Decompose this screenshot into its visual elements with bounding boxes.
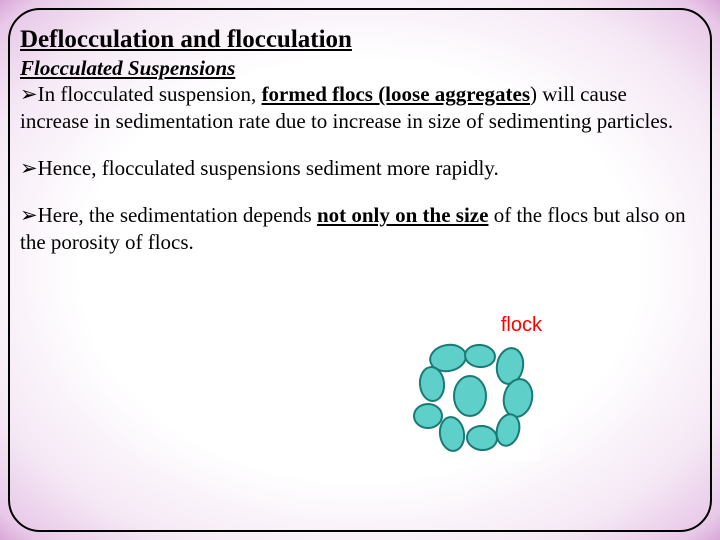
bullet-1-pre: In flocculated suspension, [38,82,262,106]
flock-figure: flock [400,314,550,464]
slide-frame: Deflocculation and flocculation Floccula… [0,0,720,540]
bullet-2: ➢Hence, flocculated suspensions sediment… [20,155,700,182]
bullet-3-emph: not only on the size [317,203,489,227]
flock-label: flock [501,314,542,337]
bullet-marker-icon: ➢ [20,83,38,106]
bullet-1: ➢In flocculated suspension, formed flocs… [20,81,700,135]
slide-border: Deflocculation and flocculation Floccula… [8,8,712,532]
bullet-marker-icon: ➢ [20,157,38,180]
bullet-2-pre: Hence, flocculated suspensions sediment … [38,156,499,180]
bullet-1-emph: formed flocs (loose aggregates [262,82,530,106]
bullet-marker-icon: ➢ [20,204,38,227]
bullet-3: ➢Here, the sedimentation depends not onl… [20,202,700,256]
bullet-3-pre: Here, the sedimentation depends [38,203,317,227]
slide-subtitle: Flocculated Suspensions [20,56,700,81]
flock-diagram [410,336,540,461]
slide-title: Deflocculation and flocculation [20,26,700,54]
